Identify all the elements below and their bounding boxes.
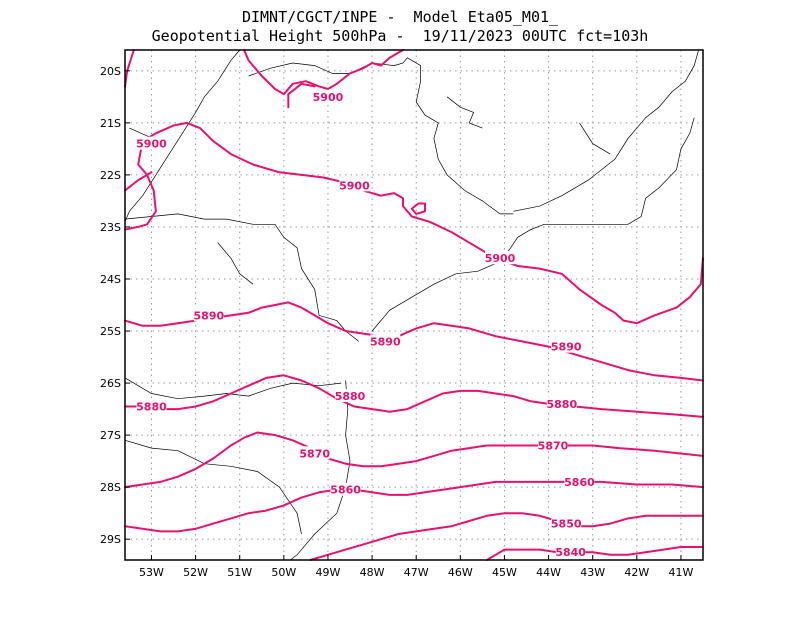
contour-label-bg [299, 446, 330, 460]
contour-5880 [124, 374, 704, 418]
boundary-line [290, 380, 351, 561]
contour-label-bg [485, 251, 516, 265]
contour-5900 [243, 49, 404, 96]
political-boundaries [124, 49, 699, 561]
contour-label: 5880 [546, 398, 577, 411]
contour-label-bg [136, 399, 167, 413]
contour-label: 5900 [339, 179, 370, 192]
contour-label-bg [546, 396, 577, 410]
contour-5840 [485, 546, 704, 561]
x-tick-label: 53W [139, 566, 164, 579]
contour-label: 5900 [313, 91, 344, 104]
contour-labels: 5900 5900 5900 5900 5890 5890 5890 5880 5880 5880… [136, 89, 595, 559]
map-title-line-2: Geopotential Height 500hPa - 19/11/2023 … [151, 27, 649, 45]
contour-label-bg [312, 89, 343, 103]
y-tick-label: 25S [100, 325, 121, 338]
x-tick-label: 45W [492, 566, 517, 579]
contour-5850 [309, 512, 704, 561]
contour-label-bg [335, 389, 366, 403]
contour-label: 5900 [136, 138, 167, 151]
contour-label: 5860 [564, 476, 595, 489]
x-tick-label: 42W [624, 566, 649, 579]
y-tick-label: 27S [100, 429, 121, 442]
map-title-line-1: DIMNT/CGCT/INPE - Model Eta05_M01_ [241, 8, 559, 26]
contour-label-bg [330, 482, 361, 496]
contour-5860 [124, 480, 704, 533]
y-tick-label: 21S [100, 117, 121, 130]
y-tick-label: 28S [100, 481, 121, 494]
y-tick-label: 20S [100, 65, 121, 78]
boundary-line [124, 439, 302, 535]
x-tick-label: 50W [271, 566, 296, 579]
gridlines [125, 50, 703, 560]
boundary-line [248, 57, 514, 215]
boundary-line [579, 122, 611, 155]
x-tick-label: 44W [536, 566, 561, 579]
contour-label-bg [193, 308, 224, 322]
y-tick-label: 23S [100, 221, 121, 234]
x-tick-label: 48W [360, 566, 385, 579]
x-axis-ticks: 53W 52W 51W 50W 49W 48W 47W 46W 45W 44W 43W 42W 41W [139, 555, 693, 579]
contour-label: 5880 [335, 390, 366, 403]
contour-label: 5860 [330, 484, 361, 497]
contour-label-bg [555, 545, 586, 559]
x-tick-label: 52W [183, 566, 208, 579]
boundary-line [124, 377, 342, 400]
x-tick-label: 41W [669, 566, 694, 579]
y-tick-label: 26S [100, 377, 121, 390]
boundary-line [371, 117, 695, 332]
x-tick-label: 49W [316, 566, 341, 579]
contour-label-bg [370, 334, 401, 348]
x-tick-label: 47W [404, 566, 429, 579]
contour-label: 5890 [370, 335, 401, 348]
boundary-line [124, 49, 240, 222]
contour-label: 5850 [551, 518, 582, 531]
x-tick-label: 46W [448, 566, 473, 579]
contour-label: 5840 [555, 546, 586, 559]
boundary-line [513, 49, 699, 212]
boundary-line [124, 213, 360, 342]
height-contours [124, 49, 704, 561]
x-tick-label: 51W [227, 566, 252, 579]
contour-5900 [124, 49, 135, 88]
contour-5900 [287, 82, 316, 109]
contour-5900 [124, 121, 704, 325]
contour-5900 [410, 202, 426, 215]
y-tick-label: 29S [100, 533, 121, 546]
contour-label-bg [136, 136, 167, 150]
contour-label: 5880 [136, 400, 167, 413]
y-axis-ticks: 20S 21S 22S 23S 24S 25S 26S 27S 28S 29S [100, 65, 130, 546]
boundary-line [446, 96, 483, 129]
contour-label: 5900 [485, 252, 516, 265]
contour-label: 5890 [551, 341, 582, 354]
contour-label-bg [537, 438, 568, 452]
plot-frame [124, 49, 704, 561]
contour-label-bg [339, 178, 370, 192]
boundary-line [217, 242, 254, 285]
contour-label: 5890 [194, 309, 225, 322]
contour-5900 [124, 171, 153, 192]
x-tick-label: 43W [580, 566, 605, 579]
contour-5870 [124, 431, 704, 489]
y-tick-label: 24S [100, 273, 121, 286]
contour-label: 5870 [299, 447, 330, 460]
contour-label: 5870 [538, 440, 569, 453]
y-tick-label: 22S [100, 169, 121, 182]
contour-label-bg [551, 516, 582, 530]
contour-label-bg [551, 339, 582, 353]
contour-label-bg [564, 474, 595, 488]
